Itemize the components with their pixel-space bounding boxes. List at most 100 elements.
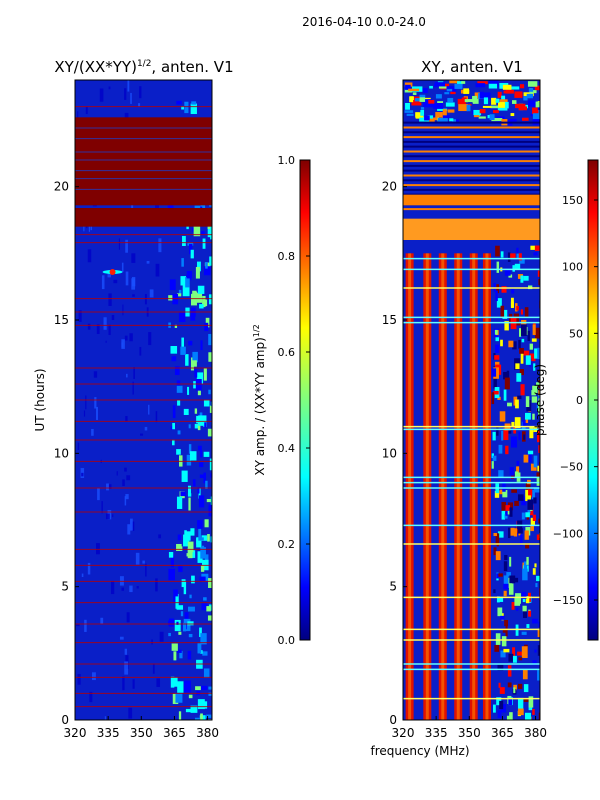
heatmap-cell [508,340,514,348]
heatmap-cell [178,312,186,322]
amplitude-x-tick-label: 350 [130,726,153,740]
heatmap-cell [527,81,538,87]
heatmap-cell [204,266,211,276]
heatmap-cell [125,494,129,500]
heatmap-cell [129,585,133,593]
heatmap-cell [499,687,505,694]
heatmap-cell [500,339,503,347]
heatmap-cell [447,109,455,113]
heatmap-cell [490,105,500,109]
heatmap-cell [525,396,530,408]
heatmap-cell [516,607,519,611]
heatmap-cell [504,268,511,276]
heatmap-cell [533,455,538,468]
heatmap-cell [539,630,540,642]
heatmap-cell [208,294,212,305]
phase-stripe-core [472,253,476,720]
heatmap-cell [521,324,527,336]
heatmap-cell [531,338,537,342]
phase-heatmap-panel: XY, anten. V1 320 335 350 365 380 0 5 10 15 20 fr… [370,58,547,758]
heatmap-cell [496,697,502,706]
heatmap-cell [196,538,202,548]
heatmap-cell [87,562,91,575]
heatmap-cell [178,711,182,720]
heatmap-cell [202,238,206,249]
heatmap-cell [500,251,504,258]
heatmap-cell [427,115,434,119]
heatmap-cell [530,525,534,532]
phase-x-tick-label: 350 [458,726,481,740]
heatmap-cell [500,305,505,317]
heatmap-cell [475,83,486,88]
heatmap-cell [515,103,526,109]
heatmap-cell [170,346,178,354]
heatmap-cell [204,422,207,428]
heatmap-cell [506,572,511,577]
phase-y-tick-label: 10 [382,446,397,460]
heatmap-cell [517,528,523,534]
heatmap-cell [493,704,496,713]
heatmap-cell [424,115,430,121]
heatmap-cell [535,583,538,588]
heatmap-cell [496,573,499,579]
heatmap-cell [522,117,529,121]
heatmap-cell [77,111,79,118]
heatmap-cell [534,85,540,91]
heatmap-cell [525,543,530,549]
heatmap-cell [536,534,540,541]
heatmap-cell [196,372,204,385]
heatmap-cell [168,632,171,637]
heatmap-cell [533,497,537,504]
heatmap-cell [207,428,212,437]
heatmap-cell [197,643,202,654]
heatmap-cell [202,651,208,656]
heatmap-cell [187,485,191,495]
heatmap-cell [499,489,505,495]
heatmap-cell [175,693,183,703]
heatmap-cell [523,434,526,440]
heatmap-cell [510,113,515,117]
heatmap-cell [140,433,144,436]
heatmap-cell [201,231,205,235]
heatmap-cell [176,543,182,551]
heatmap-cell [532,618,538,624]
heatmap-cell [508,274,513,278]
heatmap-cell [171,643,178,651]
heatmap-cell [181,258,184,267]
heatmap-cell [507,252,511,262]
heatmap-cell [185,277,190,288]
heatmap-cell [192,550,196,558]
heatmap-cell [410,96,414,101]
heatmap-cell [202,603,208,611]
heatmap-cell [516,253,520,258]
heatmap-cell [122,479,125,487]
heatmap-cell [411,102,422,106]
phase-heatmap-title: XY, anten. V1 [421,58,523,76]
heatmap-cell [502,628,507,633]
heatmap-cell [519,84,525,89]
heatmap-cell [500,650,506,658]
heatmap-cell [514,91,523,98]
heatmap-cell [180,491,186,497]
figure-suptitle: 2016-04-10 0.0-24.0 [302,15,426,29]
heatmap-cell [196,293,203,303]
heatmap-cell [139,86,142,99]
heatmap-cell [174,366,180,376]
heatmap-cell [479,91,484,99]
heatmap-cell [461,97,467,102]
phase-colorbar-tick-label: 50 [569,327,583,340]
heatmap-cell [105,513,110,520]
heatmap-cell [518,339,521,349]
heatmap-cell [514,321,521,326]
heatmap-cell [124,467,127,472]
heatmap-cell [511,489,518,493]
heatmap-cell [200,565,205,572]
heatmap-cell [492,110,499,114]
amplitude-colorbar-ticks: 0.0 0.2 0.4 0.6 0.8 1.0 [278,154,310,647]
heatmap-cell [173,677,178,687]
heatmap-cell [132,381,134,395]
heatmap-cell [156,678,161,687]
heatmap-cell [464,99,474,103]
heatmap-cell [204,322,209,332]
heatmap-cell [190,705,198,713]
